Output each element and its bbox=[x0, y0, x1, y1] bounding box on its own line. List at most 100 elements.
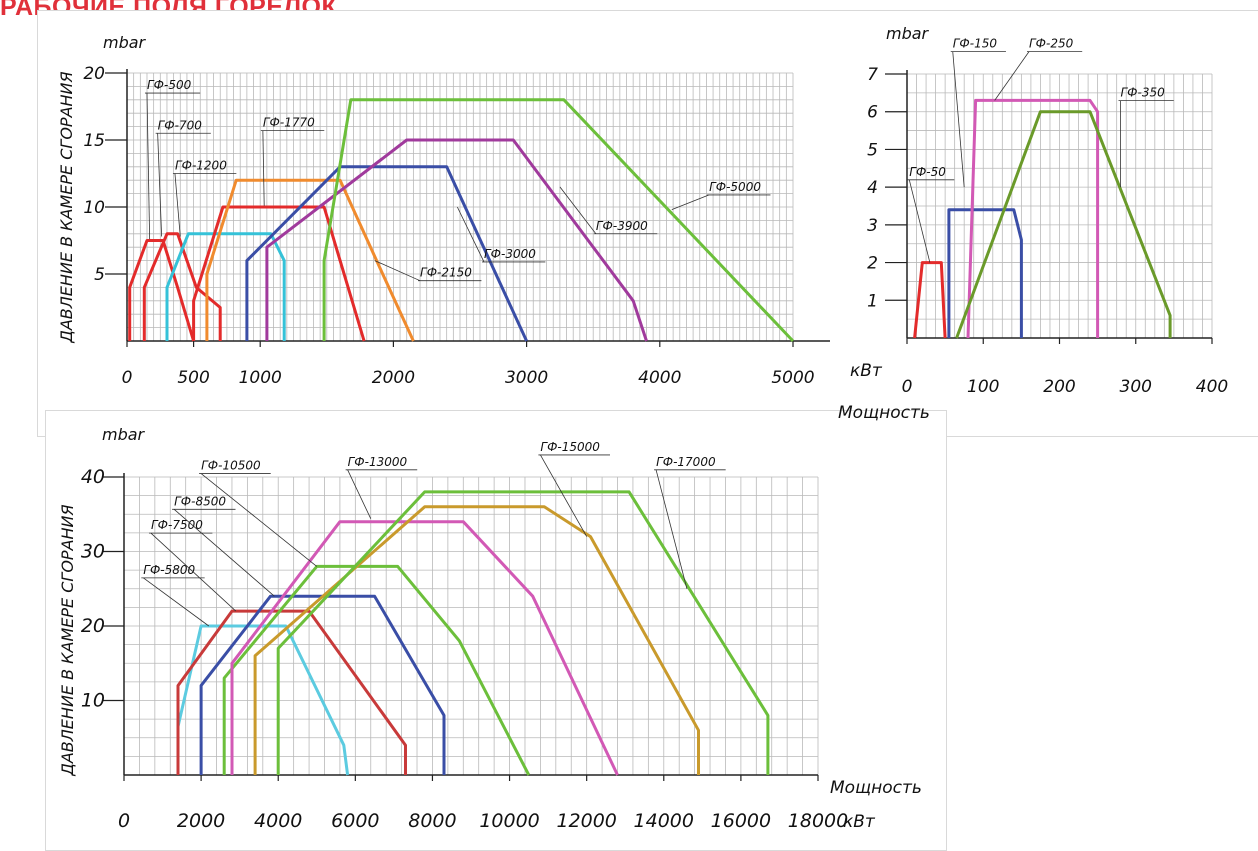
y-axis-label: ДАВЛЕНИЕ В КАМЕРЕ СГОРАНИЯ bbox=[58, 504, 77, 776]
x-tick-label: 2000 bbox=[177, 810, 225, 832]
series-line bbox=[955, 110, 1172, 339]
y-tick-label: 20 bbox=[83, 64, 105, 84]
y-unit-label: mbar bbox=[102, 425, 146, 444]
chart-c: 0 2000 4000 6000 8000 10000 12000 14000 16000 180… bbox=[58, 425, 922, 832]
x-tick-label: 0 bbox=[902, 377, 913, 397]
series-line bbox=[265, 138, 648, 342]
x-unit-label: кВт bbox=[850, 361, 883, 381]
series-label: ГФ-17000 bbox=[656, 455, 716, 469]
y-unit-label: mbar bbox=[886, 24, 930, 43]
series-line bbox=[913, 261, 947, 339]
series-label-leader bbox=[456, 206, 485, 263]
series-label-leader bbox=[655, 469, 688, 589]
series-line bbox=[322, 98, 795, 343]
x-tick-label: 12000 bbox=[556, 810, 616, 832]
series-label: ГФ-3900 bbox=[596, 219, 648, 233]
y-tick-label: 5 bbox=[94, 265, 105, 285]
y-tick-label: 1 bbox=[867, 291, 878, 311]
series-line bbox=[128, 239, 196, 342]
series-line bbox=[205, 178, 415, 342]
x-tick-label: 0 bbox=[122, 368, 133, 388]
chart-grid bbox=[123, 476, 819, 776]
x-tick-label: 8000 bbox=[408, 810, 456, 832]
y-tick-label: 30 bbox=[81, 541, 105, 563]
series-label-leader bbox=[908, 179, 931, 263]
x-tick-label: 400 bbox=[1196, 377, 1228, 397]
chart-grid bbox=[906, 73, 1213, 339]
x-axis-label: Мощность bbox=[830, 778, 922, 798]
y-axis-label: ДАВЛЕНИЕ В КАМЕРЕ СГОРАНИЯ bbox=[57, 71, 76, 343]
x-tick-label: 1000 bbox=[239, 368, 282, 388]
series-label-leader bbox=[173, 509, 275, 597]
x-tick-label: 500 bbox=[177, 368, 209, 388]
y-tick-label: 2 bbox=[867, 254, 878, 274]
series-label-leader bbox=[200, 473, 318, 567]
y-tick-label: 15 bbox=[83, 131, 105, 151]
x-tick-label: 6000 bbox=[331, 810, 379, 832]
y-tick-label: 20 bbox=[81, 615, 105, 637]
series-label: ГФ-1200 bbox=[175, 158, 227, 172]
y-unit-label: mbar bbox=[103, 33, 147, 52]
x-tick-label: 3000 bbox=[505, 368, 548, 388]
x-tick-label: 18000 bbox=[788, 810, 848, 832]
series-label-leader bbox=[174, 173, 181, 237]
x-axis-label: Мощность bbox=[838, 403, 930, 423]
chart-panel-c bbox=[45, 410, 947, 851]
series-line bbox=[199, 594, 446, 775]
series-label: ГФ-3000 bbox=[484, 247, 536, 261]
series-label-leader bbox=[540, 454, 588, 537]
series-label-leader bbox=[994, 51, 1030, 101]
chart-a: 0 500 1000 2000 3000 4000 50005101520mbarкВтДА… bbox=[57, 33, 883, 388]
y-tick-label: 3 bbox=[867, 216, 878, 236]
x-tick-label: 4000 bbox=[638, 368, 681, 388]
series-label-leader bbox=[671, 194, 710, 211]
series-label: ГФ-250 bbox=[1029, 37, 1074, 51]
y-tick-label: 7 bbox=[867, 65, 878, 85]
series-label-leader bbox=[143, 577, 210, 627]
series-line bbox=[192, 205, 366, 342]
series-label-leader bbox=[952, 51, 965, 188]
x-tick-label: 200 bbox=[1043, 377, 1075, 397]
series-label-leader bbox=[374, 260, 421, 282]
series-line bbox=[230, 520, 619, 776]
x-unit-label: кВт bbox=[843, 812, 876, 832]
series-label-leader bbox=[150, 532, 237, 612]
series-label: ГФ-50 bbox=[909, 165, 946, 179]
series-label: ГФ-13000 bbox=[348, 455, 408, 469]
y-tick-label: 40 bbox=[81, 466, 105, 488]
x-tick-label: 14000 bbox=[634, 810, 694, 832]
series-line bbox=[276, 490, 770, 775]
y-tick-label: 10 bbox=[81, 690, 105, 712]
series-line bbox=[966, 98, 1100, 339]
series-line bbox=[142, 232, 222, 341]
series-line bbox=[253, 505, 700, 775]
x-tick-label: 4000 bbox=[254, 810, 302, 832]
series-label: ГФ-1770 bbox=[263, 116, 315, 130]
x-tick-label: 0 bbox=[118, 810, 130, 832]
series-label-leader bbox=[559, 186, 597, 235]
series-label-leader bbox=[146, 93, 151, 240]
series-label: ГФ-2150 bbox=[420, 266, 472, 280]
series-label: ГФ-350 bbox=[1121, 86, 1166, 100]
series-label-leader bbox=[262, 130, 265, 206]
x-tick-label: 2000 bbox=[372, 368, 415, 388]
series-line bbox=[176, 624, 350, 776]
x-tick-label: 300 bbox=[1120, 377, 1152, 397]
series-label: ГФ-8500 bbox=[174, 494, 226, 508]
series-label: ГФ-15000 bbox=[540, 440, 600, 454]
chart-b: 0 100 200 300 400 1 2 3 4 5 6 7 mbar Мощность ГФ-50 ГФ-… bbox=[838, 24, 1228, 423]
x-tick-label: 100 bbox=[967, 377, 999, 397]
y-tick-label: 10 bbox=[83, 198, 105, 218]
series-label: ГФ-7500 bbox=[151, 518, 203, 532]
series-label: ГФ-700 bbox=[158, 118, 203, 132]
series-label: ГФ-500 bbox=[147, 78, 192, 92]
x-tick-label: 5000 bbox=[771, 368, 814, 388]
y-tick-label: 5 bbox=[867, 140, 878, 160]
x-tick-label: 10000 bbox=[479, 810, 539, 832]
series-line bbox=[165, 232, 286, 341]
series-label: ГФ-150 bbox=[953, 37, 998, 51]
series-label-leader bbox=[347, 469, 372, 519]
series-label: ГФ-5000 bbox=[709, 180, 761, 194]
y-tick-label: 6 bbox=[867, 103, 878, 123]
